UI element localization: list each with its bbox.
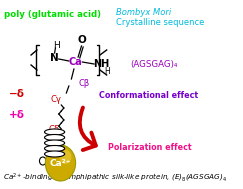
Text: Cδ: Cδ [49,125,60,133]
Circle shape [46,157,53,165]
Text: Ca$^{2+}$-binding to amphipathic silk-like protein, (E)$_8$(AGSGAG)$_4$: Ca$^{2+}$-binding to amphipathic silk-li… [3,172,227,184]
Text: Conformational effect: Conformational effect [99,91,198,99]
Text: +δ: +δ [9,110,24,120]
Text: Bombyx Mori: Bombyx Mori [116,8,171,17]
Text: Cβ: Cβ [78,80,89,88]
Text: NH: NH [93,59,109,69]
Ellipse shape [44,146,65,152]
FancyArrowPatch shape [80,108,96,150]
Text: H: H [53,42,60,50]
Text: poly (glutamic acid): poly (glutamic acid) [4,10,101,19]
Text: Cγ: Cγ [51,95,61,105]
Ellipse shape [44,135,65,140]
Ellipse shape [44,140,65,146]
Text: Crystalline sequence: Crystalline sequence [116,18,204,27]
Text: Ca²⁺: Ca²⁺ [50,159,71,167]
Circle shape [60,150,71,164]
Ellipse shape [44,129,65,135]
Ellipse shape [44,151,65,157]
Text: O: O [78,35,87,45]
Circle shape [45,145,76,181]
Text: (AGSGAG)₄: (AGSGAG)₄ [130,60,178,70]
Text: Ca: Ca [69,57,82,67]
Text: N: N [50,53,59,63]
Text: H: H [105,67,110,77]
Text: −δ: −δ [9,89,24,99]
Text: Polarization effect: Polarization effect [107,143,191,153]
Circle shape [39,157,46,165]
Circle shape [53,157,60,165]
